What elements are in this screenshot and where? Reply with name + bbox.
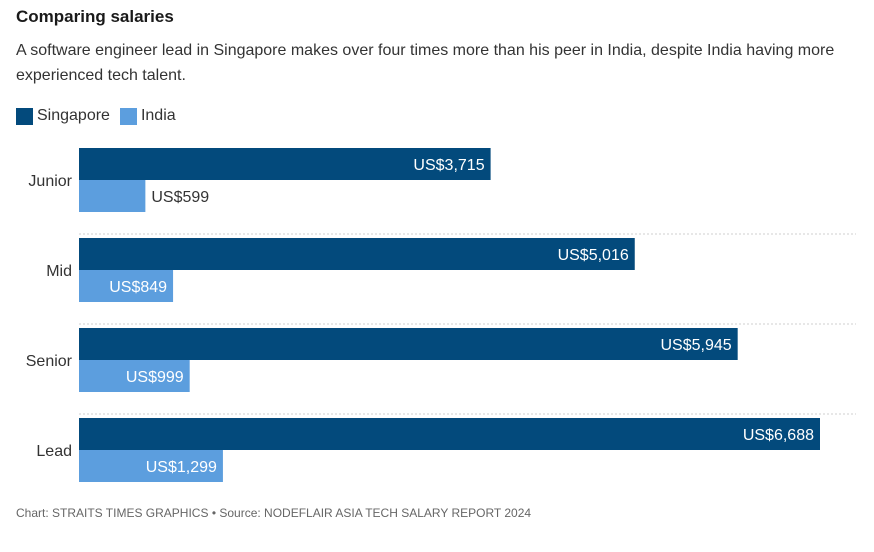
bar-india-senior xyxy=(79,360,190,392)
bar-singapore-senior xyxy=(79,328,738,360)
bar-chart: Junior US$3,715 US$599 Mid US$5,016 US$849 Sen… xyxy=(26,148,856,482)
bar-singapore-mid xyxy=(79,238,635,270)
category-label-junior: Junior xyxy=(28,173,72,190)
bar-singapore-lead xyxy=(79,418,820,450)
legend-item-india: India xyxy=(119,107,176,125)
legend-swatch-india xyxy=(119,107,137,125)
category-label-lead: Lead xyxy=(36,443,72,460)
legend: Singapore India xyxy=(16,105,186,127)
category-label-mid: Mid xyxy=(46,263,72,280)
value-label-singapore-lead: US$6,688 xyxy=(743,427,814,444)
legend-label-india: India xyxy=(140,107,176,124)
legend-label-singapore: Singapore xyxy=(37,107,110,124)
bar-india-junior xyxy=(79,180,146,212)
value-label-singapore-mid: US$5,016 xyxy=(558,247,629,264)
bar-india-lead xyxy=(79,450,223,482)
value-label-singapore-senior: US$5,945 xyxy=(661,337,732,354)
bar-india-mid xyxy=(79,270,174,302)
value-label-india-mid: US$849 xyxy=(109,279,167,296)
chart-footer: Chart: STRAITS TIMES GRAPHICS • Source: … xyxy=(16,506,532,520)
value-label-india-junior: US$599 xyxy=(151,189,209,206)
chart-title: Comparing salaries xyxy=(16,7,174,26)
value-label-singapore-junior: US$3,715 xyxy=(413,157,484,174)
category-label-senior: Senior xyxy=(26,353,73,370)
legend-item-singapore: Singapore xyxy=(16,107,110,125)
legend-swatch-singapore xyxy=(16,107,33,125)
bar-singapore-junior xyxy=(79,148,491,180)
value-label-india-senior: US$999 xyxy=(126,369,184,386)
chart-subtitle: A software engineer lead in Singapore ma… xyxy=(16,42,835,84)
value-label-india-lead: US$1,299 xyxy=(146,459,217,476)
